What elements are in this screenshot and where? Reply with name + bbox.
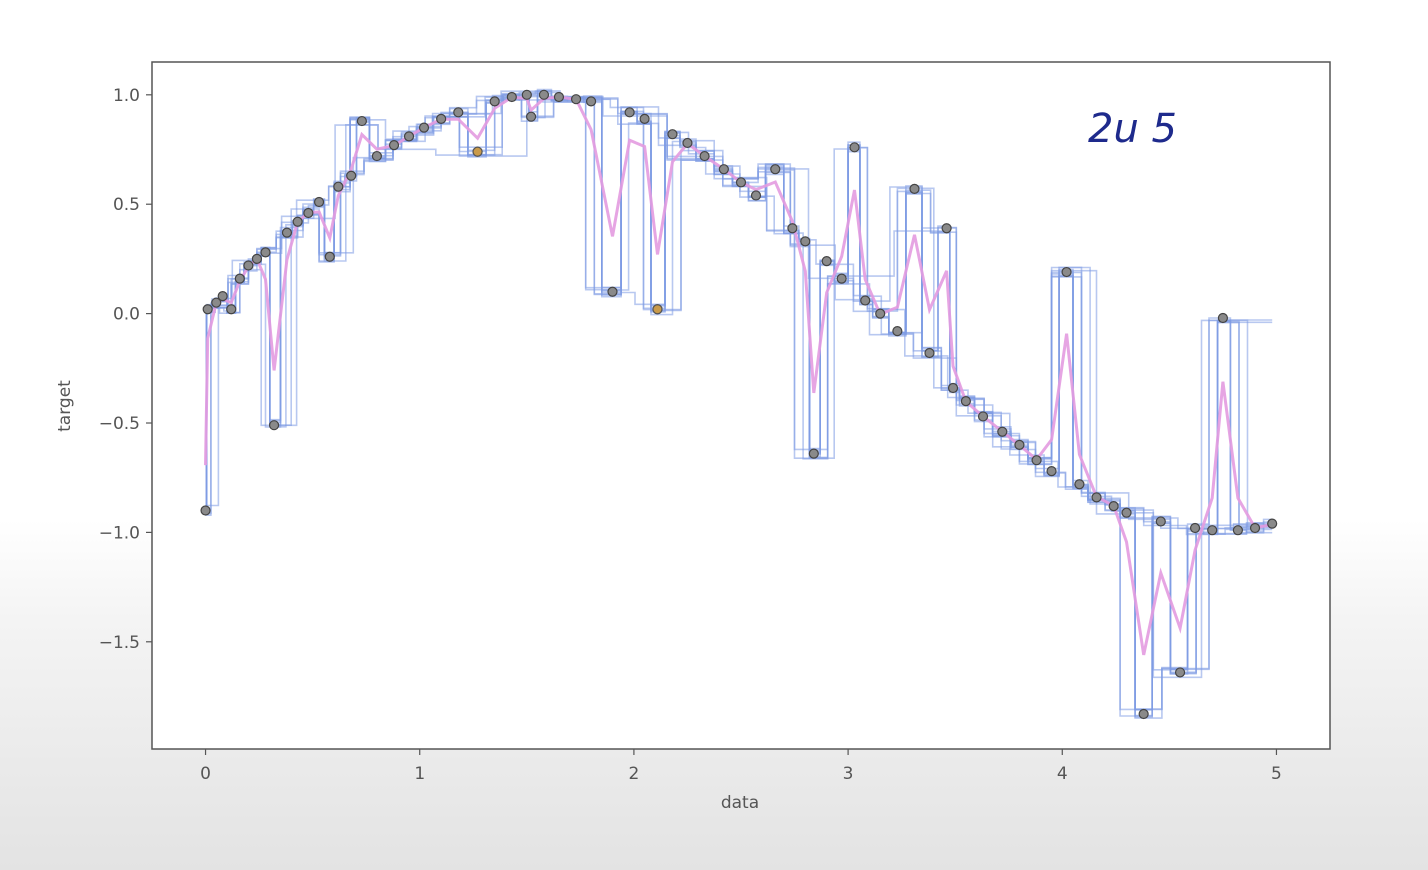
data-point bbox=[489, 96, 500, 107]
data-point bbox=[892, 326, 903, 337]
data-point bbox=[506, 91, 517, 103]
x-tick-label: 5 bbox=[1271, 764, 1282, 784]
data-point bbox=[418, 122, 430, 133]
y-tick-label: −0.5 bbox=[99, 414, 140, 434]
x-tick-label: 1 bbox=[414, 764, 425, 784]
data-point bbox=[1074, 479, 1085, 490]
data-point bbox=[324, 251, 335, 262]
data-point bbox=[403, 131, 415, 142]
data-point bbox=[860, 295, 871, 306]
step-curve bbox=[205, 92, 1273, 710]
handwritten-annotation: 2u 5 bbox=[1088, 106, 1177, 152]
data-point bbox=[292, 216, 303, 227]
data-point bbox=[800, 236, 811, 247]
data-point bbox=[521, 89, 532, 100]
data-point bbox=[1155, 516, 1166, 527]
y-tick-label: −1.0 bbox=[99, 523, 140, 543]
data-point bbox=[1249, 522, 1261, 534]
data-point bbox=[1061, 266, 1072, 278]
data-point bbox=[217, 291, 228, 302]
data-point bbox=[1014, 439, 1025, 450]
data-point bbox=[770, 164, 781, 175]
data-point bbox=[226, 304, 237, 315]
data-point bbox=[388, 140, 400, 151]
data-point bbox=[371, 150, 382, 162]
data-point bbox=[849, 142, 860, 153]
data-point bbox=[941, 223, 952, 234]
data-point bbox=[960, 396, 971, 407]
data-point bbox=[243, 260, 254, 271]
data-point bbox=[346, 170, 357, 181]
data-point bbox=[977, 411, 989, 422]
data-point bbox=[836, 273, 847, 284]
data-point bbox=[333, 181, 344, 192]
data-point bbox=[553, 91, 565, 103]
data-point bbox=[1267, 518, 1278, 529]
data-point bbox=[1189, 522, 1201, 534]
data-point bbox=[1031, 455, 1042, 466]
data-point bbox=[1174, 667, 1186, 678]
data-point bbox=[718, 164, 729, 175]
x-axis-label: data bbox=[721, 793, 759, 813]
data-point bbox=[808, 448, 819, 459]
data-point bbox=[947, 382, 959, 394]
data-point bbox=[570, 94, 582, 105]
data-point bbox=[997, 426, 1008, 437]
data-point bbox=[607, 286, 618, 297]
data-point bbox=[787, 223, 798, 234]
data-point bbox=[356, 115, 367, 127]
data-point bbox=[251, 253, 263, 265]
data-point bbox=[821, 255, 832, 267]
x-axis-ticks: 0 1 2 3 4 5 bbox=[200, 749, 1282, 784]
data-point bbox=[1091, 492, 1102, 503]
data-point bbox=[699, 150, 710, 162]
outlier-point bbox=[472, 146, 483, 157]
data-point bbox=[624, 107, 635, 118]
data-point bbox=[735, 177, 747, 188]
data-point bbox=[268, 420, 280, 431]
outlier-point bbox=[652, 304, 663, 315]
data-point bbox=[1217, 312, 1229, 324]
y-tick-label: 1.0 bbox=[113, 86, 140, 106]
y-axis-ticks: 1.0 0.5 0.0 −0.5 −1.0 −1.5 bbox=[99, 86, 152, 653]
data-point bbox=[234, 273, 245, 284]
data-point bbox=[303, 207, 314, 219]
data-point bbox=[200, 505, 211, 516]
x-tick-label: 2 bbox=[628, 764, 639, 784]
data-point bbox=[436, 113, 447, 124]
data-point bbox=[1138, 708, 1149, 720]
data-point bbox=[1121, 507, 1132, 518]
data-point bbox=[453, 107, 464, 118]
data-point bbox=[639, 113, 650, 124]
data-point bbox=[211, 297, 222, 308]
data-point bbox=[875, 308, 886, 319]
data-point bbox=[1232, 525, 1244, 536]
data-point bbox=[260, 247, 271, 258]
data-point bbox=[682, 137, 693, 149]
data-point bbox=[1108, 501, 1119, 512]
data-point bbox=[1207, 525, 1218, 536]
data-point bbox=[585, 96, 597, 107]
data-point bbox=[526, 111, 537, 122]
data-point bbox=[281, 227, 293, 238]
data-point bbox=[1046, 466, 1057, 477]
y-tick-label: 0.5 bbox=[113, 195, 140, 215]
x-tick-label: 4 bbox=[1057, 764, 1068, 784]
data-point bbox=[202, 304, 213, 315]
y-tick-label: −1.5 bbox=[99, 633, 140, 653]
y-axis-label: target bbox=[55, 380, 75, 432]
x-tick-label: 3 bbox=[843, 764, 854, 784]
x-tick-label: 0 bbox=[200, 764, 211, 784]
data-point bbox=[313, 196, 325, 208]
data-point bbox=[924, 347, 935, 359]
data-points bbox=[200, 89, 1278, 720]
data-point bbox=[909, 183, 920, 194]
data-point bbox=[538, 89, 550, 100]
data-point bbox=[667, 129, 678, 140]
data-point bbox=[750, 190, 762, 201]
y-tick-label: 0.0 bbox=[113, 305, 140, 325]
